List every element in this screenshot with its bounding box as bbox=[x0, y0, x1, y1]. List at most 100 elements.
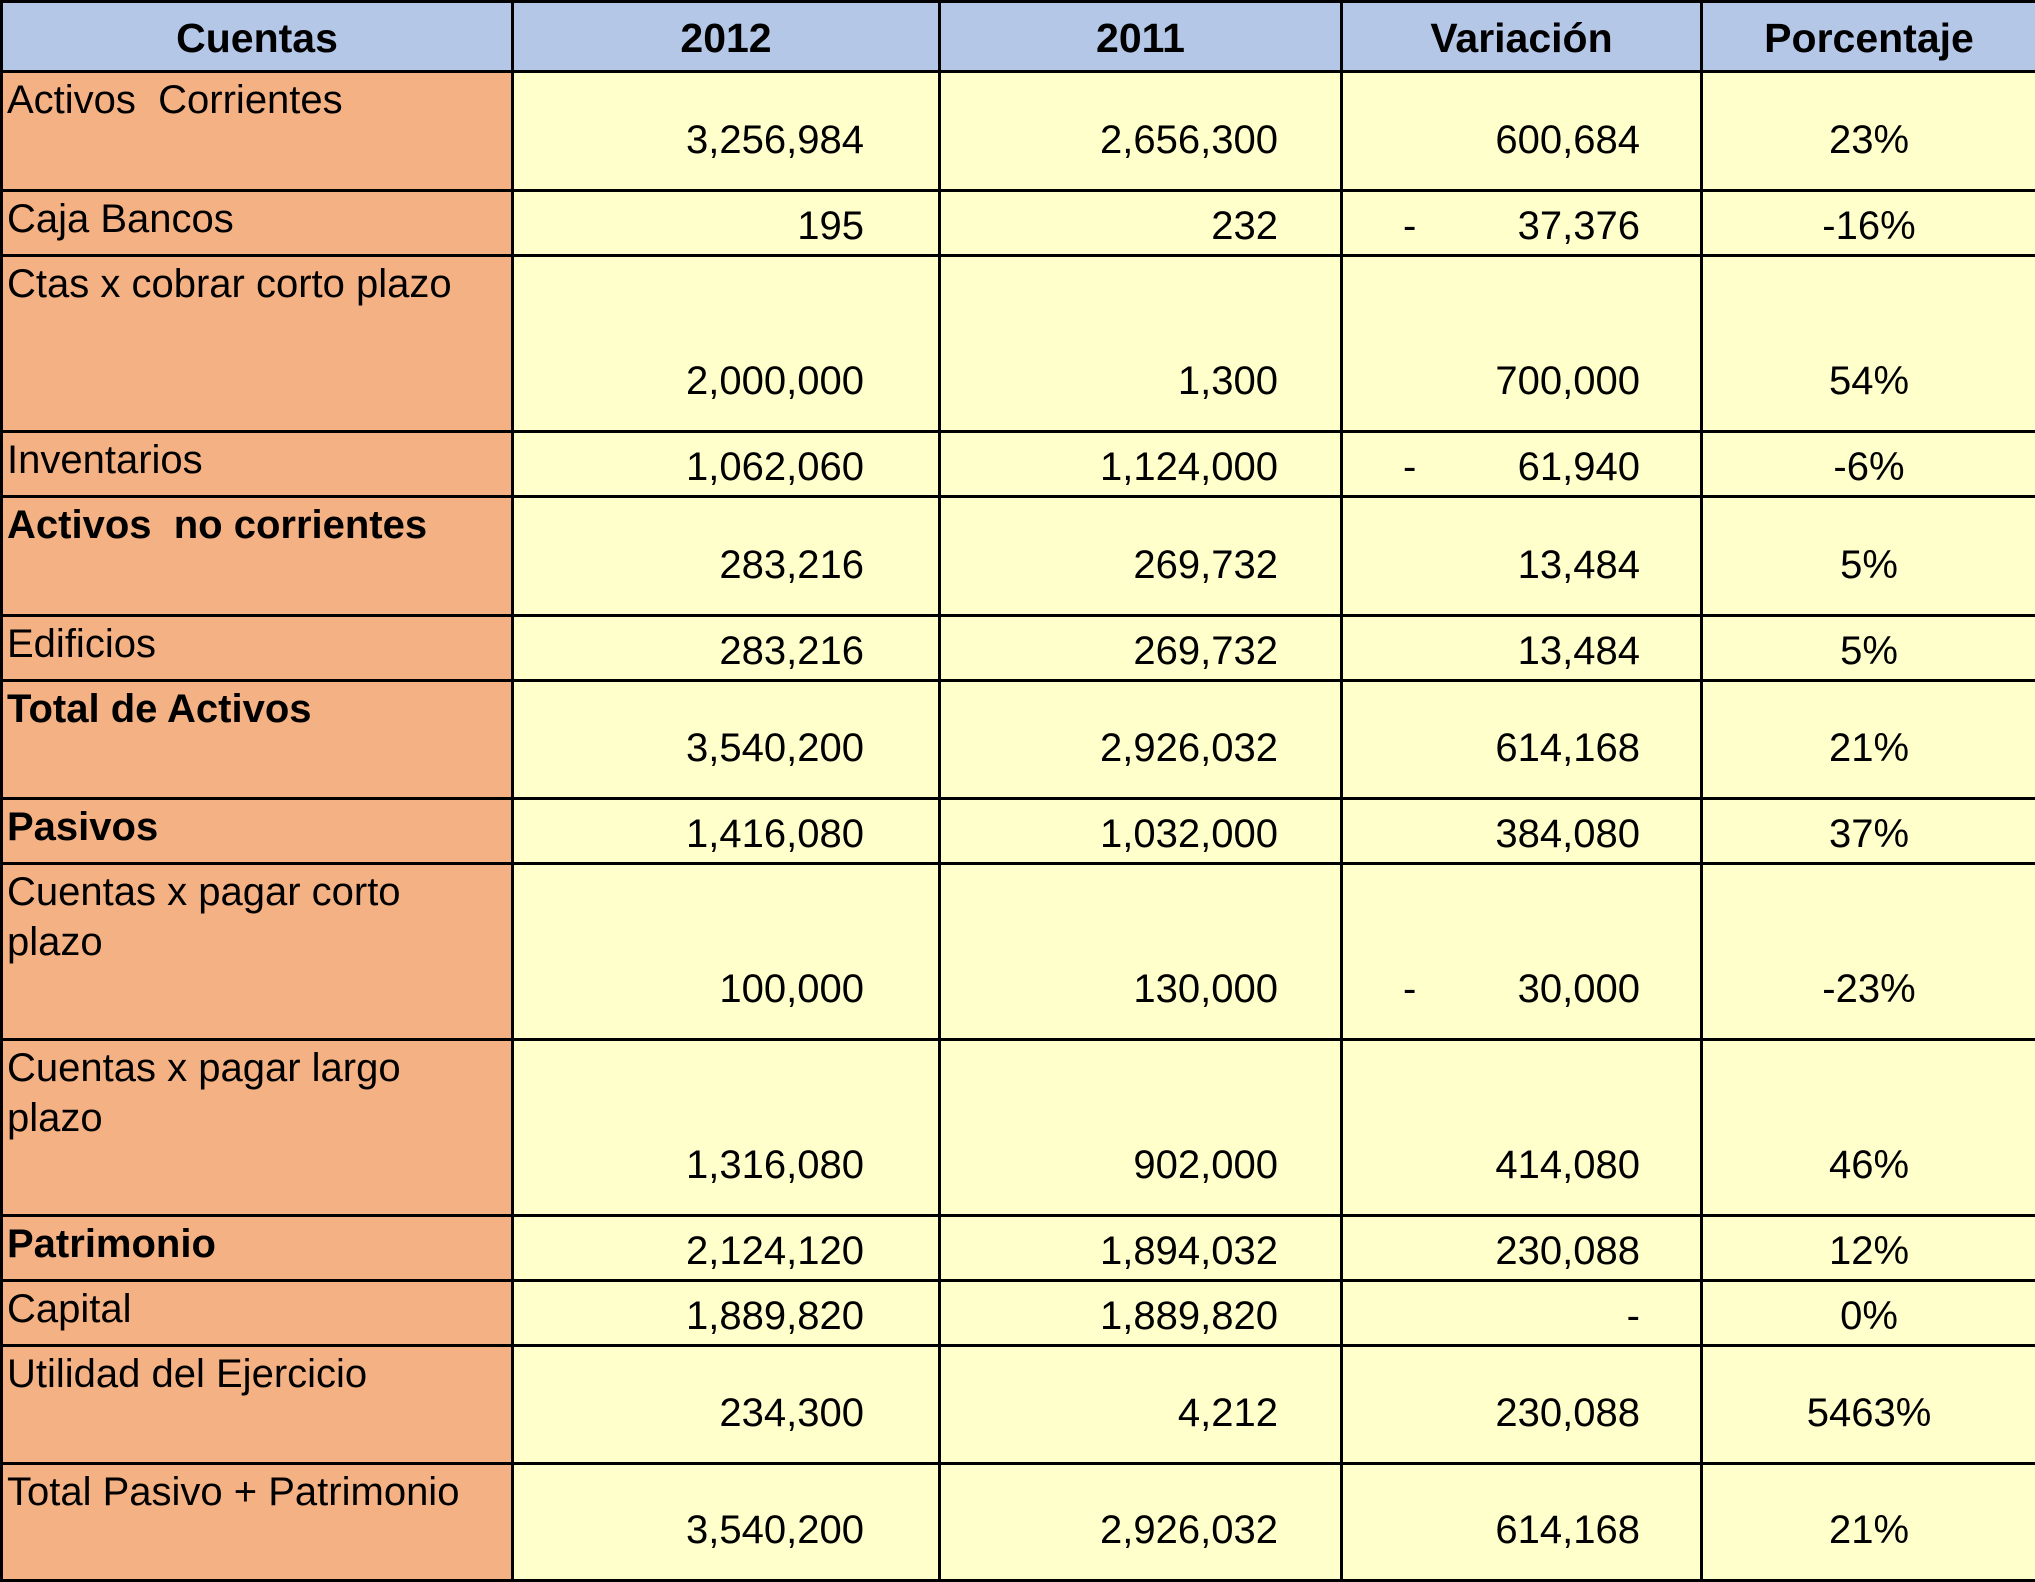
value-2011-cell: 269,732 bbox=[938, 495, 1343, 617]
value-porcentaje: -6% bbox=[1833, 445, 1905, 489]
value-2012-cell: 3,540,200 bbox=[511, 679, 941, 800]
value-2011: 1,032,000 bbox=[1100, 812, 1278, 856]
value-variacion-cell: 13,484 bbox=[1340, 495, 1703, 617]
value-2011: 902,000 bbox=[1133, 1143, 1278, 1187]
value-2011: 1,124,000 bbox=[1100, 445, 1278, 489]
value-2012-cell: 2,000,000 bbox=[511, 254, 941, 433]
account-label: Edificios bbox=[0, 614, 514, 682]
value-2012-cell: 195 bbox=[511, 189, 941, 257]
percent-cell: 5% bbox=[1700, 495, 2035, 617]
value-2011-cell: 1,300 bbox=[938, 254, 1343, 433]
value-variacion: 13,484 bbox=[1517, 629, 1640, 673]
account-label: Cuentas x pagar corto plazo bbox=[0, 862, 514, 1041]
value-variacion-cell: 700,000 bbox=[1340, 254, 1703, 433]
value-porcentaje: -16% bbox=[1822, 204, 1916, 248]
value-2012: 1,316,080 bbox=[686, 1143, 864, 1187]
value-2012-cell: 3,540,200 bbox=[511, 1462, 941, 1582]
percent-cell: -23% bbox=[1700, 862, 2035, 1041]
value-porcentaje: 21% bbox=[1828, 1508, 1910, 1552]
account-label: Caja Bancos bbox=[0, 189, 514, 257]
value-2012: 100,000 bbox=[719, 967, 864, 1011]
value-variacion: 61,940 bbox=[1517, 445, 1640, 489]
negative-sign: - bbox=[1403, 967, 1417, 1011]
value-variacion: 13,484 bbox=[1517, 543, 1640, 587]
value-2012-cell: 100,000 bbox=[511, 862, 941, 1041]
value-2012-cell: 283,216 bbox=[511, 495, 941, 617]
value-variacion: 230,088 bbox=[1495, 1229, 1640, 1273]
value-2012: 3,540,200 bbox=[686, 1508, 864, 1552]
value-2011-cell: 1,894,032 bbox=[938, 1214, 1343, 1282]
value-2011: 2,926,032 bbox=[1100, 1508, 1278, 1552]
value-2012: 1,062,060 bbox=[686, 445, 864, 489]
percent-cell: 5% bbox=[1700, 614, 2035, 682]
value-2012-cell: 234,300 bbox=[511, 1344, 941, 1465]
account-label: Capital bbox=[0, 1279, 514, 1347]
value-variacion: 30,000 bbox=[1517, 967, 1640, 1011]
value-variacion: 700,000 bbox=[1495, 359, 1640, 403]
value-2012: 283,216 bbox=[719, 629, 864, 673]
value-variacion-cell: 614,168 bbox=[1340, 679, 1703, 800]
account-label: Inventarios bbox=[0, 430, 514, 498]
value-2011-cell: 130,000 bbox=[938, 862, 1343, 1041]
value-variacion: 384,080 bbox=[1495, 812, 1640, 856]
percent-cell: 23% bbox=[1700, 70, 2035, 192]
percent-cell: 46% bbox=[1700, 1038, 2035, 1217]
value-variacion-cell: 30,000 - bbox=[1340, 862, 1703, 1041]
value-2011-cell: 2,926,032 bbox=[938, 1462, 1343, 1582]
value-porcentaje: 5463% bbox=[1806, 1391, 1932, 1435]
header-2011: 2011 bbox=[938, 0, 1343, 73]
value-2012: 3,540,200 bbox=[686, 726, 864, 770]
value-variacion-cell: 230,088 bbox=[1340, 1214, 1703, 1282]
account-label: Total Pasivo + Patrimonio bbox=[0, 1462, 514, 1582]
value-2012-cell: 1,416,080 bbox=[511, 797, 941, 865]
value-2012: 3,256,984 bbox=[686, 118, 864, 162]
account-label: Pasivos bbox=[0, 797, 514, 865]
value-porcentaje: 5% bbox=[1840, 629, 1898, 673]
value-2011-cell: 269,732 bbox=[938, 614, 1343, 682]
value-2011: 269,732 bbox=[1133, 629, 1278, 673]
percent-cell: 21% bbox=[1700, 1462, 2035, 1582]
header-variacion: Variación bbox=[1340, 0, 1703, 73]
account-label: Utilidad del Ejercicio bbox=[0, 1344, 514, 1465]
value-2012: 1,889,820 bbox=[686, 1294, 864, 1338]
value-variacion-cell: 614,168 bbox=[1340, 1462, 1703, 1582]
value-porcentaje: 37% bbox=[1828, 812, 1910, 856]
account-label: Activos no corrientes bbox=[0, 495, 514, 617]
value-2011-cell: 4,212 bbox=[938, 1344, 1343, 1465]
value-porcentaje: 0% bbox=[1840, 1294, 1898, 1338]
value-2011-cell: 1,124,000 bbox=[938, 430, 1343, 498]
value-2012: 2,124,120 bbox=[686, 1229, 864, 1273]
value-variacion: - bbox=[1626, 1294, 1640, 1338]
value-porcentaje: 21% bbox=[1828, 726, 1910, 770]
negative-sign: - bbox=[1403, 445, 1417, 489]
value-2011: 232 bbox=[1211, 204, 1278, 248]
value-variacion-cell: 600,684 bbox=[1340, 70, 1703, 192]
percent-cell: 54% bbox=[1700, 254, 2035, 433]
value-variacion: 614,168 bbox=[1495, 726, 1640, 770]
value-variacion: 614,168 bbox=[1495, 1508, 1640, 1552]
value-2011: 1,894,032 bbox=[1100, 1229, 1278, 1273]
header-2012: 2012 bbox=[511, 0, 941, 73]
percent-cell: 12% bbox=[1700, 1214, 2035, 1282]
value-2011: 4,212 bbox=[1177, 1391, 1278, 1435]
value-2011-cell: 1,889,820 bbox=[938, 1279, 1343, 1347]
value-2012-cell: 283,216 bbox=[511, 614, 941, 682]
value-porcentaje: 54% bbox=[1828, 359, 1910, 403]
value-2012-cell: 1,316,080 bbox=[511, 1038, 941, 1217]
value-porcentaje: 23% bbox=[1828, 118, 1910, 162]
value-variacion: 414,080 bbox=[1495, 1143, 1640, 1187]
value-2011-cell: 232 bbox=[938, 189, 1343, 257]
value-2011: 269,732 bbox=[1133, 543, 1278, 587]
percent-cell: 0% bbox=[1700, 1279, 2035, 1347]
header-cuentas: Cuentas bbox=[0, 0, 514, 73]
value-porcentaje: 12% bbox=[1828, 1229, 1910, 1273]
value-2011-cell: 2,926,032 bbox=[938, 679, 1343, 800]
account-label: Cuentas x pagar largo plazo bbox=[0, 1038, 514, 1217]
value-variacion: 37,376 bbox=[1517, 204, 1640, 248]
percent-cell: -16% bbox=[1700, 189, 2035, 257]
value-2012: 2,000,000 bbox=[686, 359, 864, 403]
value-2011: 1,300 bbox=[1177, 359, 1278, 403]
value-2011: 2,656,300 bbox=[1100, 118, 1278, 162]
value-2012: 283,216 bbox=[719, 543, 864, 587]
